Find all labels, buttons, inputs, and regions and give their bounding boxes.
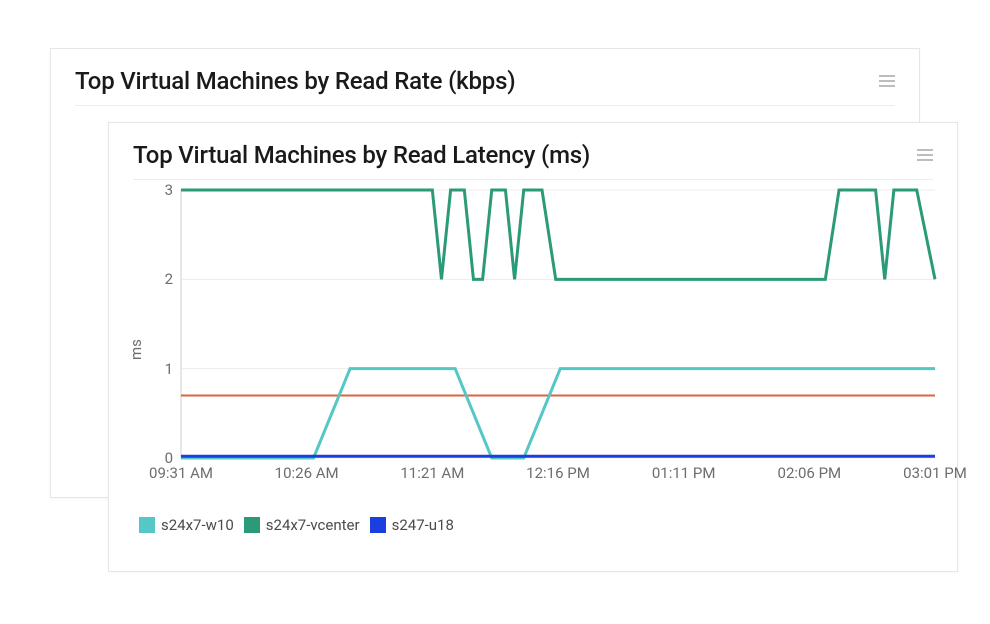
legend-item[interactable]: s247-u18 [370,516,454,534]
panel-menu-icon[interactable] [917,149,933,161]
chart-legend: s24x7-w10 s24x7-vcenter s247-u18 [109,510,957,546]
chart-area: ms 012309:31 AM10:26 AM11:21 AM12:16 PM0… [109,180,957,510]
legend-label: s24x7-vcenter [266,516,360,534]
legend-swatch [370,517,386,533]
divider [75,105,895,106]
x-tick-label: 01:11 PM [652,464,716,482]
legend-swatch [139,517,155,533]
x-tick-label: 11:21 AM [400,464,464,482]
y-tick-label: 3 [153,181,173,199]
panel-menu-icon[interactable] [879,75,895,87]
legend-item[interactable]: s24x7-vcenter [244,516,360,534]
panel-header: Top Virtual Machines by Read Rate (kbps) [51,49,919,105]
x-tick-label: 09:31 AM [149,464,213,482]
panel-title: Top Virtual Machines by Read Rate (kbps) [75,67,515,95]
panel-title: Top Virtual Machines by Read Latency (ms… [133,141,590,169]
y-tick-label: 1 [153,360,173,378]
legend-label: s247-u18 [392,516,454,534]
x-tick-label: 03:01 PM [903,464,967,482]
y-tick-label: 2 [153,270,173,288]
legend-swatch [244,517,260,533]
legend-item[interactable]: s24x7-w10 [139,516,234,534]
x-tick-label: 02:06 PM [778,464,842,482]
y-axis-label: ms [127,339,145,360]
plot-region: 012309:31 AM10:26 AM11:21 AM12:16 PM01:1… [181,190,935,458]
panel-read-latency: Top Virtual Machines by Read Latency (ms… [108,122,958,572]
panel-header: Top Virtual Machines by Read Latency (ms… [109,123,957,179]
legend-label: s24x7-w10 [161,516,234,534]
x-tick-label: 10:26 AM [275,464,339,482]
x-tick-label: 12:16 PM [526,464,590,482]
